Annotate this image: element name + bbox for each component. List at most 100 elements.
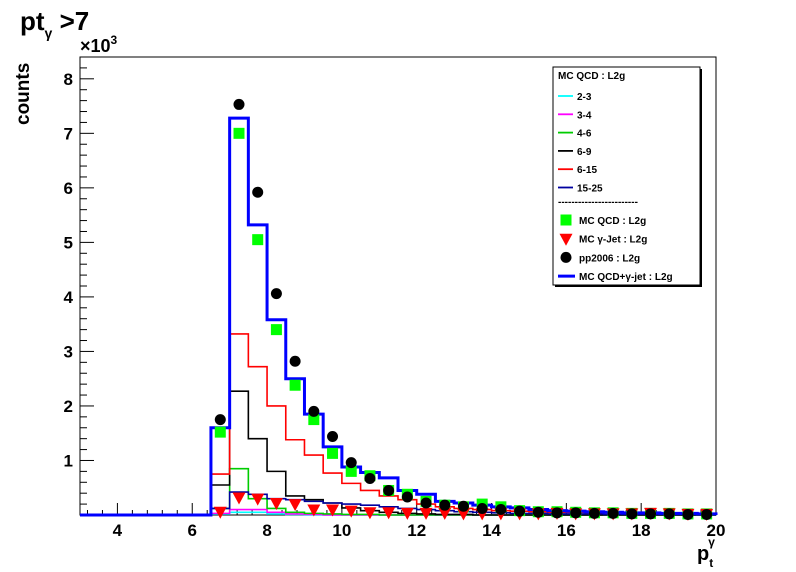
point-pp2006	[364, 472, 376, 484]
data-markers	[213, 98, 714, 521]
x-tick-label: 12	[407, 521, 426, 540]
point-pp2006	[551, 507, 563, 519]
legend-label: 2-3	[577, 92, 592, 103]
x-tick-label: 14	[482, 521, 501, 540]
legend: MC QCD : L2g 2-3 3-4 4-6 6-9 6-15 15-25 -------…	[552, 66, 702, 287]
point-mc-gamma-jet	[382, 507, 396, 520]
multiplier-exp: 3	[111, 33, 118, 47]
point-mc-qcd	[308, 414, 320, 426]
y-tick-label: 8	[64, 70, 73, 89]
y-tick-label: 1	[64, 451, 73, 470]
legend-label: 15-25	[577, 184, 603, 195]
point-pp2006	[570, 507, 582, 519]
point-mc-gamma-jet	[307, 504, 321, 517]
point-pp2006	[495, 504, 507, 516]
y-tick-label: 6	[64, 179, 73, 198]
legend-label: 3-4	[577, 110, 592, 121]
point-mc-qcd	[345, 465, 357, 477]
x-tick-label: 16	[557, 521, 576, 540]
legend-label: 6-9	[577, 147, 592, 158]
point-pp2006	[607, 507, 619, 519]
point-mc-qcd	[289, 379, 301, 391]
legend-label: MC QCD : L2g	[579, 216, 646, 227]
point-pp2006	[270, 288, 282, 300]
x-axis-label-sup: γ	[708, 535, 715, 549]
point-pp2006	[420, 497, 432, 509]
legend-header: MC QCD : L2g	[558, 71, 625, 82]
x-tick-label: 4	[113, 521, 123, 540]
y-axis-label: counts	[13, 63, 34, 125]
legend-label: MC γ-Jet : L2g	[579, 235, 647, 246]
point-mc-qcd	[327, 447, 339, 459]
legend-label: 6-15	[577, 165, 597, 176]
legend-label: 4-6	[577, 129, 592, 140]
y-multiplier: ×103	[80, 33, 118, 56]
legend-label: pp2006 : L2g	[579, 253, 640, 264]
chart-title: ptγ >7	[20, 6, 90, 41]
point-mc-gamma-jet	[251, 493, 265, 506]
point-pp2006	[345, 457, 357, 469]
point-mc-gamma-jet	[438, 507, 452, 520]
x-tick-label: 10	[332, 521, 351, 540]
point-pp2006	[682, 508, 694, 520]
point-mc-gamma-jet	[326, 504, 340, 517]
legend-box	[552, 66, 701, 286]
y-tick-label: 5	[64, 233, 73, 252]
legend-separator: ------------------------	[558, 197, 638, 208]
point-pp2006	[532, 506, 544, 518]
chart-title-main: pt	[20, 6, 45, 36]
legend-swatch	[560, 214, 572, 226]
legend-label: MC QCD+γ-jet : L2g	[579, 272, 673, 283]
point-mc-gamma-jet	[419, 507, 433, 520]
point-mc-gamma-jet	[456, 508, 470, 521]
point-mc-qcd	[270, 324, 282, 336]
point-pp2006	[439, 499, 451, 511]
legend-swatch	[559, 233, 573, 246]
histogram-total	[80, 116, 718, 517]
point-pp2006	[308, 405, 320, 417]
point-pp2006	[645, 508, 657, 520]
x-tick-label: 6	[188, 521, 197, 540]
x-axis-label-main: p	[697, 543, 710, 565]
histogram-15-25	[80, 491, 717, 516]
point-pp2006	[476, 502, 488, 514]
x-axis-label-sub: t	[709, 556, 714, 570]
chart-title-rest: >7	[52, 6, 90, 36]
point-mc-qcd	[233, 127, 245, 139]
y-tick-label: 3	[64, 342, 73, 361]
point-pp2006	[214, 414, 226, 426]
x-tick-label: 18	[632, 521, 651, 540]
x-axis-label: ptγ	[697, 535, 720, 570]
point-mc-gamma-jet	[288, 499, 302, 512]
point-mc-gamma-jet	[363, 507, 377, 520]
point-pp2006	[252, 186, 264, 198]
point-pp2006	[626, 508, 638, 520]
y-tick-label: 2	[64, 397, 73, 416]
point-pp2006	[663, 508, 675, 520]
x-tick-label: 8	[262, 521, 271, 540]
point-mc-gamma-jet	[213, 506, 227, 519]
point-mc-gamma-jet	[400, 507, 414, 520]
point-pp2006	[233, 98, 245, 110]
point-pp2006	[327, 430, 339, 442]
point-mc-gamma-jet	[344, 505, 358, 518]
point-pp2006	[401, 491, 413, 503]
point-pp2006	[514, 505, 526, 517]
y-tick-label: 7	[64, 124, 73, 143]
point-pp2006	[383, 484, 395, 496]
y-tick-label: 4	[64, 288, 74, 307]
multiplier-base: ×10	[80, 36, 111, 56]
legend-swatch	[560, 251, 572, 263]
point-pp2006	[701, 508, 713, 520]
x-tick-label: 20	[707, 521, 726, 540]
point-pp2006	[289, 355, 301, 367]
point-pp2006	[588, 507, 600, 519]
point-mc-gamma-jet	[269, 498, 283, 511]
chart-title-sub: γ	[44, 25, 53, 41]
point-mc-gamma-jet	[232, 492, 246, 505]
point-mc-qcd	[214, 426, 226, 438]
point-mc-qcd	[252, 234, 264, 246]
point-pp2006	[457, 500, 469, 512]
